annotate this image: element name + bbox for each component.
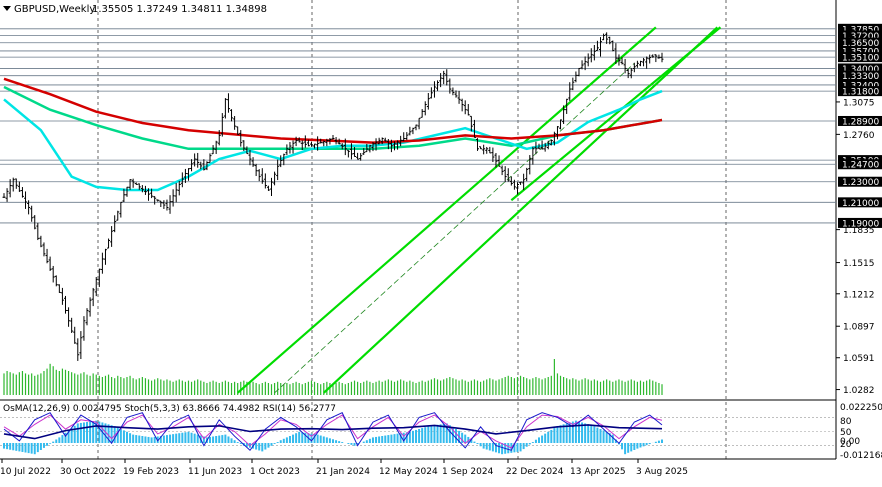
- indicator-header: OsMA(12,26,9) 0.0024795 Stoch(5,3,3) 63.…: [3, 404, 336, 414]
- level-label: 1.35100: [842, 54, 879, 64]
- x-tick-label: 1 Sep 2024: [442, 467, 494, 477]
- level-label: 1.34000: [842, 65, 879, 75]
- level-label-box: [838, 23, 882, 34]
- chart-header: GBPUSD,Weekly 1.35505 1.37249 1.34811 1.…: [3, 4, 267, 15]
- level-label-box: [838, 217, 882, 228]
- ema-mid-line: [3, 85, 663, 151]
- level-label-box: [838, 159, 882, 170]
- level-label: 1.19000: [842, 219, 879, 229]
- stoch-main-line: [3, 412, 663, 452]
- level-label-box: [838, 37, 882, 48]
- axes: 1.3075 1.2760 1.1835 1.1515 1.1212 1.0897 1.05…: [0, 98, 882, 477]
- level-label-box: [838, 79, 882, 90]
- indicator-scale-label: 0.022250: [840, 403, 882, 413]
- indicator-scale-label: 80: [840, 417, 852, 427]
- level-label: 1.33300: [842, 72, 879, 82]
- y-tick-label: 1.0897: [843, 323, 875, 333]
- volume-bars: [3, 359, 663, 395]
- channel-line: [274, 63, 635, 394]
- y-tick-label: 1.1212: [843, 290, 875, 300]
- x-tick-label: 13 Apr 2025: [570, 467, 626, 477]
- level-label: 1.21000: [842, 199, 879, 209]
- x-tick-label: 22 Dec 2024: [506, 467, 564, 477]
- level-lines: 1.378501.372001.365001.357001.351001.340…: [0, 23, 882, 229]
- level-label-box: [838, 63, 882, 74]
- level-label: 1.23000: [842, 178, 879, 188]
- channel-line: [323, 26, 719, 394]
- level-label-box: [838, 70, 882, 81]
- x-tick-label: 11 Jun 2023: [188, 467, 242, 477]
- level-label-box: [838, 115, 882, 126]
- indicator-scale-label: 50: [840, 428, 852, 438]
- level-label: 1.36500: [842, 39, 879, 49]
- level-label-box: [838, 197, 882, 208]
- level-label-box: [838, 45, 882, 56]
- triangle-down-icon[interactable]: [3, 6, 11, 11]
- level-label: 1.31800: [842, 88, 879, 98]
- indicator-scale-label: -0.012168: [840, 451, 882, 461]
- y-tick-label: 1.1515: [843, 259, 875, 269]
- x-tick-label: 3 Aug 2025: [636, 467, 688, 477]
- ohlc-label: 1.35505 1.37249 1.34811 1.34898: [92, 4, 267, 15]
- y-tick-label: 1.0282: [843, 386, 875, 396]
- indicator-scale-label: 0.00: [840, 437, 860, 447]
- y-tick-label: 1.3075: [843, 98, 875, 108]
- grid: [0, 0, 837, 460]
- indicator-scale-label: 20: [840, 440, 852, 450]
- y-tick-label: 1.2760: [843, 131, 875, 141]
- level-label: 1.37850: [842, 25, 879, 35]
- x-tick-label: 10 Jul 2022: [0, 467, 51, 477]
- level-label-box: [838, 52, 882, 63]
- level-label-box: [838, 176, 882, 187]
- channel-line: [236, 26, 657, 394]
- level-label: 1.24700: [842, 161, 879, 171]
- x-tick-label: 30 Oct 2022: [60, 467, 116, 477]
- level-label: 1.37200: [842, 32, 879, 42]
- channel-line: [510, 26, 722, 202]
- x-tick-label: 19 Feb 2023: [123, 467, 179, 477]
- y-tick-label: 1.1835: [843, 226, 875, 236]
- symbol-label: GBPUSD,Weekly: [14, 4, 95, 15]
- indicator-window: [0, 412, 836, 455]
- x-tick-label: 12 May 2024: [379, 467, 438, 477]
- y-tick-label: 1.0591: [843, 354, 875, 364]
- level-label-box: [838, 30, 882, 41]
- channel-lines: [236, 26, 722, 394]
- price-bars: [2, 32, 664, 361]
- rsi-line: [3, 424, 663, 440]
- level-label-box: [838, 86, 882, 97]
- x-tick-label: 21 Jan 2024: [316, 467, 370, 477]
- level-label: 1.28900: [842, 117, 879, 127]
- x-tick-label: 1 Oct 2023: [250, 467, 300, 477]
